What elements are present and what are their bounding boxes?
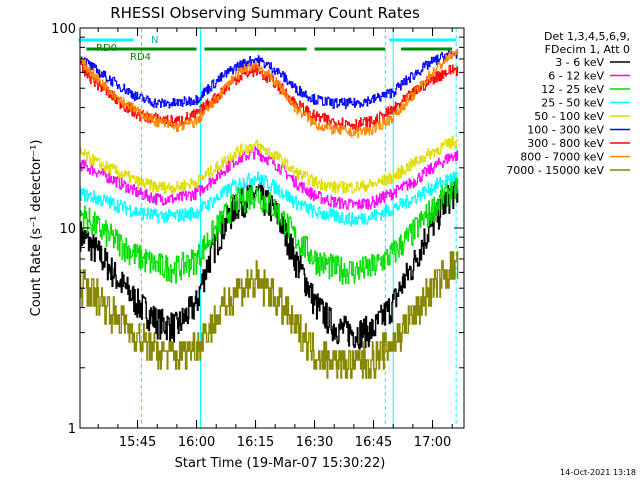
series-line xyxy=(80,174,459,285)
x-tick-label: 16:15 xyxy=(237,435,274,450)
footer-timestamp: 14-Oct-2021 13:18 xyxy=(560,468,636,477)
x-tick-label: 15:45 xyxy=(119,435,156,450)
vertical-markers xyxy=(79,28,457,428)
y-tick-label: 10 xyxy=(59,222,76,237)
x-tick-label: 17:00 xyxy=(414,435,451,450)
flag-bar-label: RD0 xyxy=(96,43,117,54)
legend-entry-label: 3 - 6 keV xyxy=(555,56,604,69)
legend-entry-label: 800 - 7000 keV xyxy=(520,151,604,164)
series-lines xyxy=(79,48,459,379)
flag-bar-label: N xyxy=(151,35,158,46)
legend-entry-label: 12 - 25 keV xyxy=(541,83,604,96)
legend: Det 1,3,4,5,6,9,FDecim 1, Att 03 - 6 keV… xyxy=(506,30,630,177)
axes: 15:45 16:00 16:15 16:30 16:45 17:00 1 10 100 xyxy=(51,22,464,450)
x-axis-label: Start Time (19-Mar-07 15:30:22) xyxy=(175,456,386,471)
y-tick-label: 1 xyxy=(68,422,76,437)
x-tick-label: 16:00 xyxy=(178,435,215,450)
legend-entry-label: 6 - 12 keV xyxy=(548,70,604,83)
series-line xyxy=(80,171,459,227)
series-line xyxy=(79,178,459,350)
legend-entry-label: 300 - 800 keV xyxy=(527,137,604,150)
x-tick-label: 16:45 xyxy=(355,435,392,450)
series-line xyxy=(80,50,459,110)
series-line xyxy=(79,251,459,379)
legend-header: Det 1,3,4,5,6,9, xyxy=(544,30,630,43)
legend-entry-label: 100 - 300 keV xyxy=(527,124,604,137)
legend-entry-label: 50 - 100 keV xyxy=(534,110,604,123)
legend-header: FDecim 1, Att 0 xyxy=(545,43,630,56)
flag-bar-label: RD4 xyxy=(130,52,151,63)
chart-title: RHESSI Observing Summary Count Rates xyxy=(110,4,420,22)
series-line xyxy=(80,48,459,138)
legend-entry-label: 7000 - 15000 keV xyxy=(506,164,604,177)
x-tick-label: 16:30 xyxy=(296,435,333,450)
y-axis-label: Count Rate (s⁻¹ detector⁻¹) xyxy=(29,140,44,317)
series-line xyxy=(80,135,459,195)
series-line xyxy=(80,146,459,210)
y-tick-label: 100 xyxy=(51,22,76,37)
legend-entry-label: 25 - 50 keV xyxy=(541,97,604,110)
